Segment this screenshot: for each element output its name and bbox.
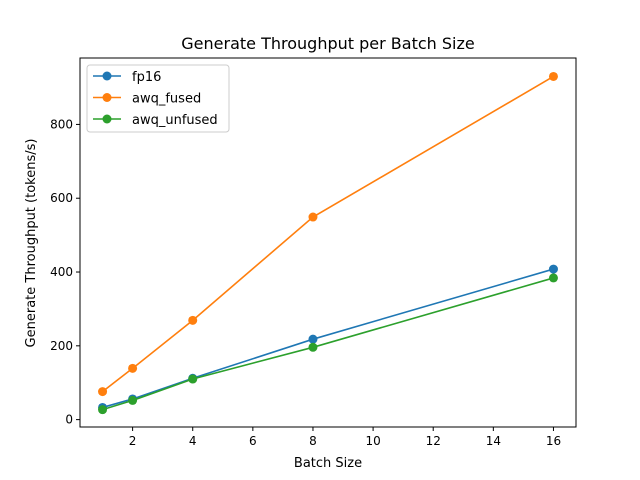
data-point-awq_fused	[308, 212, 318, 222]
y-tick-label: 800	[50, 117, 73, 131]
data-point-awq_unfused	[308, 342, 318, 352]
legend-marker	[102, 71, 112, 81]
y-tick-label: 600	[50, 191, 73, 205]
data-point-awq_unfused	[128, 395, 138, 405]
data-point-awq_fused	[128, 363, 138, 373]
series-line-awq_unfused	[102, 277, 554, 411]
legend-box	[86, 64, 230, 133]
data-point-awq_fused	[98, 387, 108, 397]
legend-marker	[102, 114, 112, 124]
data-point-awq_fused	[548, 71, 558, 81]
data-point-awq_unfused	[548, 273, 558, 283]
legend: fp16 awq_fused awq_unfused	[86, 64, 230, 133]
x-axis-label: Batch Size	[294, 456, 362, 471]
legend-label: fp16	[132, 70, 161, 85]
x-tick-label: 14	[486, 434, 501, 448]
x-tick-label: 16	[546, 434, 561, 448]
legend-label: awq_unfused	[132, 113, 218, 128]
x-tick-label: 12	[426, 434, 441, 448]
data-point-awq_unfused	[188, 374, 198, 384]
legend-marker	[102, 93, 112, 102]
y-tick-label: 0	[65, 413, 73, 427]
y-tick-label: 400	[50, 265, 73, 279]
x-tick-label: 10	[365, 434, 380, 448]
data-point-awq_fused	[188, 315, 198, 325]
x-tick-label: 8	[309, 434, 317, 448]
data-point-fp16	[548, 264, 558, 274]
data-point-awq_unfused	[98, 405, 108, 415]
plot-frame	[79, 57, 577, 428]
data-point-fp16	[308, 334, 318, 344]
legend-label: awq_fused	[132, 92, 201, 107]
x-tick-label: 4	[189, 434, 197, 448]
y-tick-label: 200	[50, 339, 73, 353]
x-tick-label: 6	[249, 434, 257, 448]
x-tick-label: 2	[129, 434, 137, 448]
y-axis-label: Generate Throughput (tokens/s)	[24, 139, 39, 348]
chart-title: Generate Throughput per Batch Size	[181, 34, 474, 53]
